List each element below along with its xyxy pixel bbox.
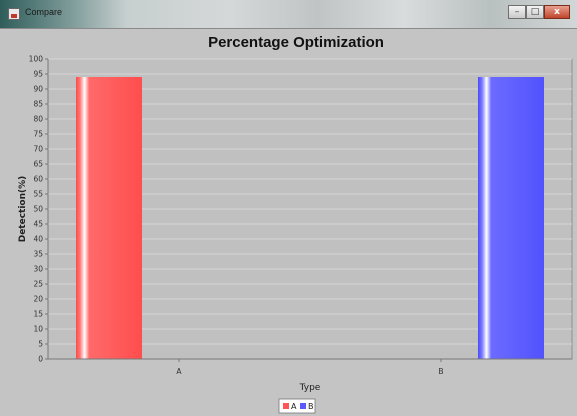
y-tick-label: 90 xyxy=(33,85,43,94)
legend-label-a: A xyxy=(291,402,297,411)
y-tick-label: 55 xyxy=(33,190,43,199)
x-axis-label: Type xyxy=(299,383,321,393)
y-tick-label: 5 xyxy=(38,340,43,349)
y-axis-ticks: 0 5 10 15 20 25 30 35 40 45 50 55 60 65 70 75 80 85 90 95 10… xyxy=(29,55,48,364)
y-axis-label: Detection(%) xyxy=(18,176,28,243)
legend-swatch-b xyxy=(300,403,306,409)
y-tick-label: 100 xyxy=(29,55,44,64)
y-tick-label: 0 xyxy=(38,355,43,364)
bar-a[interactable] xyxy=(76,77,142,359)
minimize-button[interactable]: – xyxy=(508,5,526,19)
y-tick-label: 35 xyxy=(33,250,43,259)
y-tick-label: 95 xyxy=(33,70,43,79)
y-tick-label: 70 xyxy=(33,145,43,154)
y-tick-label: 15 xyxy=(33,310,43,319)
title-bar[interactable]: Compare – □ x xyxy=(0,0,577,29)
window-title: Compare xyxy=(25,7,63,17)
bars xyxy=(76,77,544,359)
y-tick-label: 20 xyxy=(33,295,43,304)
app-icon xyxy=(8,8,20,20)
legend-box xyxy=(278,398,316,414)
y-tick-label: 10 xyxy=(33,325,43,334)
legend-swatch-a xyxy=(283,403,289,409)
bar-b[interactable] xyxy=(478,77,544,359)
window-controls: – □ x xyxy=(508,5,570,19)
y-tick-label: 85 xyxy=(33,100,43,109)
y-tick-label: 50 xyxy=(33,205,43,214)
maximize-button[interactable]: □ xyxy=(526,5,544,19)
y-tick-label: 80 xyxy=(33,115,43,124)
x-tick-label-a: A xyxy=(176,367,182,376)
legend-label-b: B xyxy=(308,402,314,411)
chart-title: Percentage Optimization xyxy=(208,34,384,51)
y-tick-label: 75 xyxy=(33,130,43,139)
y-tick-label: 60 xyxy=(33,175,43,184)
y-tick-label: 45 xyxy=(33,220,43,229)
y-tick-label: 65 xyxy=(33,160,43,169)
x-tick-label-b: B xyxy=(438,367,443,376)
y-tick-label: 25 xyxy=(33,280,43,289)
close-button[interactable]: x xyxy=(544,5,570,19)
y-tick-label: 40 xyxy=(33,235,43,244)
y-tick-label: 30 xyxy=(33,265,43,274)
bar-chart: Percentage Optimization 0 5 10 15 20 25 30 35 40… xyxy=(18,34,573,414)
